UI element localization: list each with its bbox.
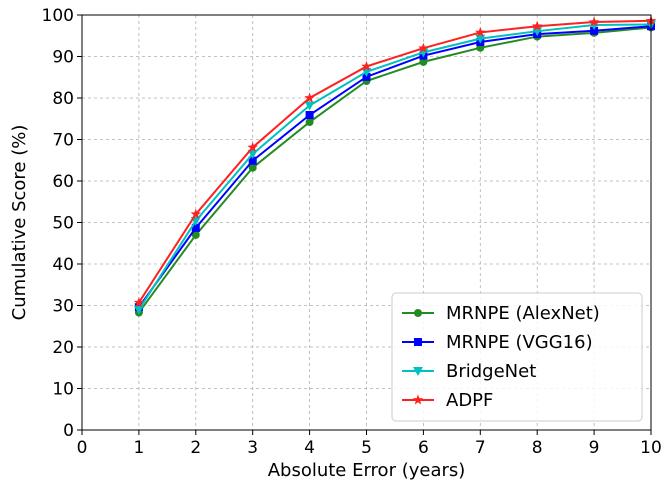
- x-tick-label: 7: [475, 438, 486, 458]
- legend-marker-adpf: [412, 394, 424, 405]
- data-point-mrnpe-vgg16: [590, 26, 599, 35]
- x-tick-label: 5: [361, 438, 372, 458]
- data-point-adpf: [190, 208, 202, 219]
- series-layer: [133, 15, 657, 317]
- y-tick-label: 0: [63, 421, 74, 441]
- x-tick-label: 4: [304, 438, 315, 458]
- y-tick-label: 20: [52, 338, 74, 358]
- x-tick-label: 9: [589, 438, 600, 458]
- y-tick-label: 100: [42, 6, 74, 26]
- legend-label-bridgenet: BridgeNet: [446, 361, 536, 382]
- data-point-bridgenet: [247, 150, 258, 160]
- legend-label-mrnpe-alexnet: MRNPE (AlexNet): [446, 303, 600, 324]
- x-tick-label: 6: [418, 438, 429, 458]
- data-point-adpf: [418, 42, 429, 53]
- data-point-bridgenet: [304, 101, 315, 111]
- x-tick-label: 10: [640, 438, 662, 458]
- y-tick-label: 70: [52, 131, 74, 151]
- data-point-mrnpe-vgg16: [248, 156, 257, 165]
- legend-marker-mrnpe-vgg16: [414, 338, 422, 346]
- legend-marker-bridgenet: [413, 367, 423, 376]
- x-tick-label: 3: [247, 438, 258, 458]
- series-adpf: [133, 15, 657, 308]
- data-point-adpf: [531, 20, 543, 31]
- legend-marker-mrnpe-alexnet: [414, 309, 422, 317]
- data-point-adpf: [304, 92, 315, 103]
- data-point-mrnpe-vgg16: [191, 223, 200, 232]
- data-point-adpf: [361, 60, 372, 71]
- series-line-mrnpe-alexnet: [138, 26, 652, 314]
- data-point-mrnpe-alexnet: [305, 118, 314, 127]
- x-tick-label: 8: [532, 438, 543, 458]
- x-tick-label: 0: [77, 438, 88, 458]
- series-mrnpe-alexnet: [134, 23, 655, 317]
- legend-box: [391, 292, 643, 422]
- data-point-mrnpe-vgg16: [305, 111, 314, 120]
- y-tick-label: 30: [52, 297, 74, 317]
- y-tick-label: 40: [52, 255, 74, 275]
- legend: MRNPE (AlexNet) MRNPE (VGG16) BridgeNet ADP…: [391, 292, 643, 422]
- series-line-adpf: [138, 19, 652, 304]
- data-point-adpf: [475, 26, 486, 37]
- legend-label-mrnpe-vgg16: MRNPE (VGG16): [446, 332, 593, 353]
- series-bridgenet: [133, 20, 656, 315]
- y-axis-label: Cumulative Score (%): [9, 125, 30, 321]
- x-tick-label: 1: [133, 438, 144, 458]
- x-tick-label: 2: [190, 438, 201, 458]
- data-point-adpf: [247, 141, 258, 152]
- data-point-bridgenet: [133, 305, 144, 315]
- series-line-bridgenet: [138, 23, 652, 311]
- data-point-mrnpe-alexnet: [419, 57, 428, 66]
- data-point-bridgenet: [475, 34, 486, 44]
- data-point-mrnpe-alexnet: [248, 163, 257, 172]
- y-tick-label: 50: [52, 214, 74, 234]
- x-axis-label: Absolute Error (years): [268, 460, 466, 481]
- y-tick-label: 80: [52, 89, 74, 109]
- series-line-mrnpe-vgg16: [138, 25, 652, 308]
- y-tick-label: 60: [52, 172, 74, 192]
- series-mrnpe-vgg16: [134, 22, 655, 312]
- data-point-adpf: [133, 297, 145, 308]
- data-point-adpf: [588, 16, 600, 27]
- legend-label-adpf: ADPF: [446, 390, 493, 411]
- y-tick-label: 90: [52, 48, 74, 68]
- data-point-mrnpe-alexnet: [191, 230, 200, 239]
- y-tick-label: 10: [52, 380, 74, 400]
